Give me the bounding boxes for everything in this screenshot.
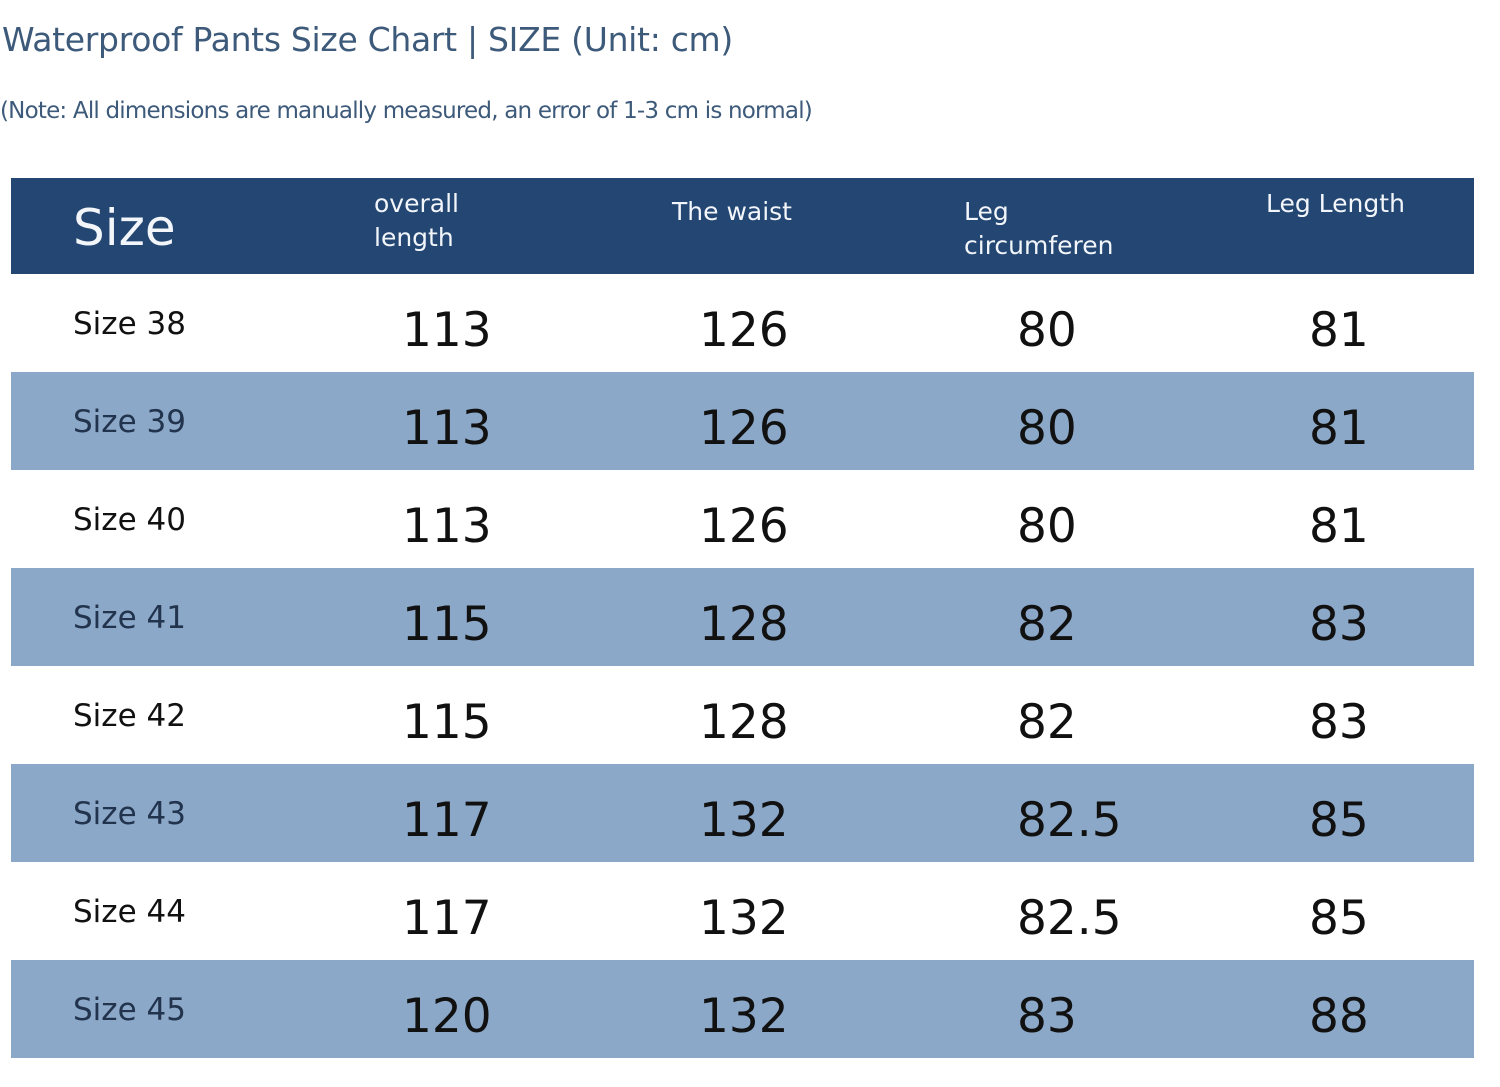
table-row: Size 43 117 132 82.5 85 (11, 764, 1474, 862)
header-size: Size (73, 199, 176, 257)
cell-leg-length: 81 (1309, 401, 1369, 456)
table-row: Size 39 113 126 80 81 (11, 372, 1474, 470)
table-row: Size 45 120 132 83 88 (11, 960, 1474, 1058)
cell-leg-circumference: 82.5 (1017, 891, 1122, 946)
table-row: Size 38 113 126 80 81 (11, 274, 1474, 372)
cell-leg-circumference: 83 (1017, 989, 1077, 1044)
cell-waist: 126 (699, 499, 789, 554)
row-size: Size 38 (73, 306, 186, 342)
header-leg-circumference: Leg circumferen (964, 197, 1114, 260)
header-leg-length: Leg Length (1266, 189, 1405, 218)
row-size: Size 39 (73, 404, 186, 440)
table-row: Size 40 113 126 80 81 (11, 470, 1474, 568)
cell-leg-length: 81 (1309, 499, 1369, 554)
row-size: Size 44 (73, 894, 186, 930)
cell-waist: 132 (699, 989, 789, 1044)
cell-leg-length: 85 (1309, 891, 1369, 946)
cell-waist: 128 (699, 695, 789, 750)
cell-waist: 126 (699, 401, 789, 456)
cell-leg-circumference: 82 (1017, 695, 1077, 750)
row-size: Size 42 (73, 698, 186, 734)
cell-overall-length: 113 (402, 401, 492, 456)
cell-leg-circumference: 80 (1017, 303, 1077, 358)
measurement-note: (Note: All dimensions are manually measu… (0, 98, 813, 124)
cell-waist: 132 (699, 793, 789, 848)
cell-leg-circumference: 80 (1017, 499, 1077, 554)
chart-title: Waterproof Pants Size Chart | SIZE (Unit… (2, 20, 733, 59)
row-size: Size 41 (73, 600, 186, 636)
table-row: Size 41 115 128 82 83 (11, 568, 1474, 666)
cell-leg-length: 85 (1309, 793, 1369, 848)
size-table: Size overall length The waist Leg circum… (11, 178, 1474, 1058)
row-size: Size 43 (73, 796, 186, 832)
cell-leg-length: 88 (1309, 989, 1369, 1044)
cell-waist: 132 (699, 891, 789, 946)
cell-overall-length: 115 (402, 597, 492, 652)
cell-leg-length: 83 (1309, 695, 1369, 750)
cell-leg-circumference: 82.5 (1017, 793, 1122, 848)
row-size: Size 40 (73, 502, 186, 538)
row-size: Size 45 (73, 992, 186, 1028)
cell-waist: 126 (699, 303, 789, 358)
cell-overall-length: 117 (402, 891, 492, 946)
cell-waist: 128 (699, 597, 789, 652)
cell-leg-circumference: 82 (1017, 597, 1077, 652)
cell-leg-circumference: 80 (1017, 401, 1077, 456)
header-overall-length: overall length (374, 189, 459, 252)
table-row: Size 42 115 128 82 83 (11, 666, 1474, 764)
cell-leg-length: 83 (1309, 597, 1369, 652)
cell-leg-length: 81 (1309, 303, 1369, 358)
table-header: Size overall length The waist Leg circum… (11, 178, 1474, 274)
cell-overall-length: 117 (402, 793, 492, 848)
cell-overall-length: 113 (402, 499, 492, 554)
header-waist: The waist (672, 197, 792, 226)
cell-overall-length: 113 (402, 303, 492, 358)
cell-overall-length: 120 (402, 989, 492, 1044)
cell-overall-length: 115 (402, 695, 492, 750)
table-row: Size 44 117 132 82.5 85 (11, 862, 1474, 960)
